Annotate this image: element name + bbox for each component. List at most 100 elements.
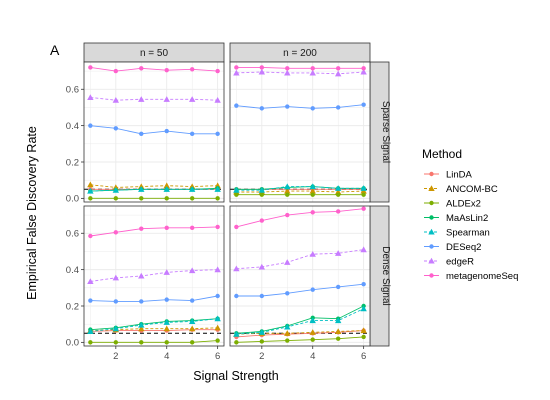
- point-spearman: [428, 228, 435, 235]
- series-line-aldex2: [90, 340, 218, 343]
- point-maaslin2: [429, 215, 434, 220]
- point-aldex2: [234, 192, 239, 197]
- point-aldex2: [88, 340, 93, 345]
- series-line-spearman: [90, 188, 218, 192]
- point-aldex2: [215, 196, 220, 201]
- panel-sparse-signal-n-50: [83, 61, 225, 203]
- point-edger: [334, 250, 342, 256]
- point-deseq2: [361, 102, 366, 107]
- point-aldex2: [259, 339, 265, 344]
- point-deseq2: [259, 293, 265, 299]
- point-aldex2: [285, 192, 290, 197]
- point-edger: [334, 70, 342, 77]
- series-line-linda: [236, 330, 364, 338]
- point-deseq2: [259, 106, 265, 111]
- legend-item-spearman: Spearman: [424, 227, 490, 238]
- point-deseq2: [234, 293, 239, 299]
- point-deseq2: [189, 298, 195, 303]
- point-spearman: [138, 321, 145, 328]
- column-strip-label: n = 200: [283, 48, 317, 59]
- point-edger: [360, 68, 367, 75]
- point-deseq2: [88, 123, 93, 128]
- point-spearman: [360, 185, 367, 191]
- legend-item-deseq2: DESeq2: [424, 242, 481, 253]
- point-metagenomeseq: [335, 209, 341, 214]
- panel-sparse-signal-n-200: [229, 61, 371, 203]
- point-aldex2: [113, 340, 119, 345]
- point-aldex2: [215, 338, 220, 343]
- point-deseq2: [429, 244, 434, 249]
- panel-border: [229, 61, 371, 203]
- series-line-metagenomeseq: [90, 67, 218, 72]
- point-spearman: [214, 186, 221, 192]
- point-aldex2: [139, 196, 144, 201]
- point-edger: [309, 250, 316, 257]
- point-edger: [284, 69, 291, 76]
- panel-dense-signal-n-50: [83, 205, 225, 347]
- panel-dense-signal-n-200: [229, 205, 371, 347]
- point-metagenomeseq: [429, 273, 434, 278]
- point-spearman: [112, 325, 120, 332]
- series-line-spearman: [236, 308, 364, 335]
- x-tick-label: 6: [361, 351, 366, 362]
- point-edger: [214, 266, 221, 273]
- point-metagenomeseq: [139, 66, 144, 71]
- series-line-spearman: [90, 318, 218, 332]
- point-edger: [138, 272, 145, 279]
- series-line-maaslin2: [90, 318, 218, 331]
- point-aldex2: [189, 340, 195, 345]
- panel-border: [229, 205, 371, 347]
- point-aldex2: [189, 196, 195, 201]
- x-tick-label: 4: [164, 351, 169, 362]
- point-deseq2: [310, 287, 315, 292]
- series-line-aldex2: [236, 336, 364, 343]
- legend: Method LinDA ANCOM-BC ALDEx2 MaAsLin2 Spearma…: [422, 147, 518, 282]
- y-tick-label: 0.4: [66, 265, 79, 276]
- point-metagenomeseq: [259, 218, 265, 223]
- legend-item-aldex2: ALDEx2: [424, 198, 481, 209]
- point-aldex2: [335, 336, 341, 341]
- point-metagenomeseq: [361, 66, 366, 71]
- point-spearman: [188, 186, 196, 192]
- point-edger: [258, 68, 266, 75]
- point-metagenomeseq: [259, 65, 265, 70]
- point-edger: [163, 96, 170, 102]
- series-line-deseq2: [90, 295, 218, 302]
- point-metagenomeseq: [285, 66, 290, 71]
- point-metagenomeseq: [234, 224, 239, 230]
- point-edger: [163, 269, 170, 275]
- point-metagenomeseq: [285, 212, 290, 218]
- point-spearman: [284, 323, 291, 330]
- series-line-ancom-bc: [90, 327, 218, 331]
- point-edger: [360, 246, 367, 253]
- legend-title: Method: [422, 147, 462, 161]
- x-tick-label: 2: [259, 351, 264, 362]
- series-line-deseq2: [236, 283, 364, 297]
- point-spearman: [214, 315, 221, 322]
- point-deseq2: [164, 297, 169, 302]
- point-spearman: [87, 328, 94, 335]
- point-edger: [214, 96, 221, 103]
- point-deseq2: [310, 106, 315, 111]
- point-spearman: [258, 186, 266, 193]
- point-ancom-bc: [87, 181, 94, 188]
- point-metagenomeseq: [113, 230, 119, 235]
- point-aldex2: [361, 334, 366, 340]
- series-line-ancom-bc: [236, 330, 364, 335]
- y-tick-label: 0.0: [66, 338, 79, 349]
- point-deseq2: [113, 299, 119, 304]
- point-edger: [188, 267, 196, 274]
- point-deseq2: [113, 126, 119, 131]
- point-ancom-bc: [309, 329, 316, 335]
- series-line-linda: [90, 329, 218, 332]
- point-spearman: [284, 183, 291, 190]
- point-aldex2: [234, 340, 239, 345]
- point-deseq2: [335, 105, 341, 110]
- panel-border: [83, 61, 225, 203]
- point-metagenomeseq: [361, 206, 366, 211]
- series-line-ancom-bc: [236, 190, 364, 193]
- point-aldex2: [88, 196, 93, 201]
- series-line-metagenomeseq: [236, 66, 364, 69]
- point-metagenomeseq: [310, 210, 315, 215]
- point-ancom-bc: [214, 182, 221, 189]
